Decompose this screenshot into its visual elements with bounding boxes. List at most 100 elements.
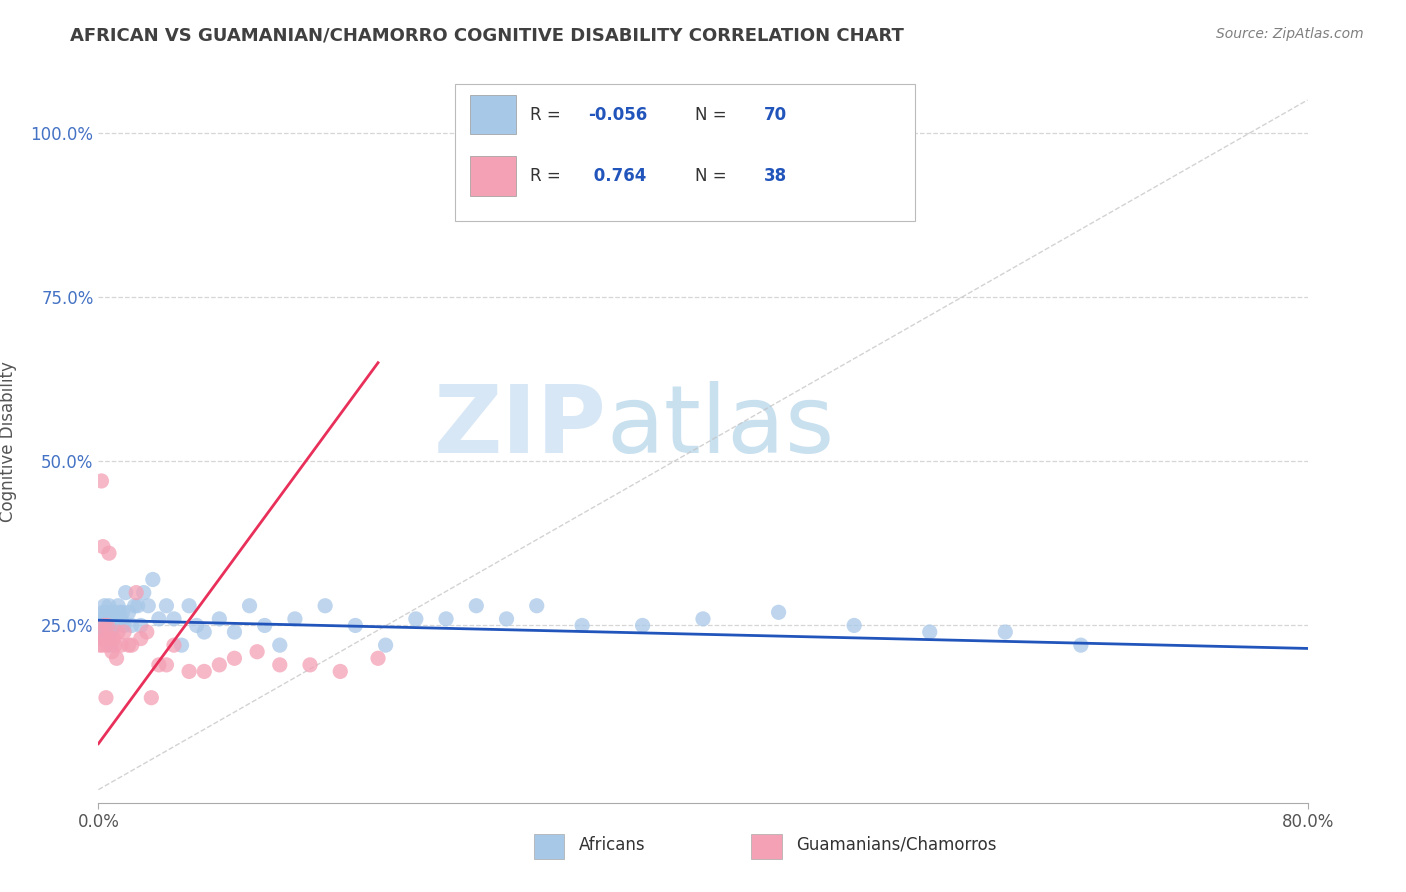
Point (111, 605, 134, 619)
Point (90, 612, 112, 626)
Text: 0.764: 0.764 (588, 167, 647, 185)
Point (495, 612, 517, 626)
Point (110, 638, 132, 652)
Point (186, 618, 208, 632)
Point (90, 625, 112, 640)
Point (91, 625, 114, 640)
Point (239, 599, 262, 613)
Text: Africans: Africans (578, 836, 645, 854)
Point (253, 618, 276, 632)
Point (112, 625, 135, 640)
Point (132, 585, 155, 599)
Point (692, 612, 714, 626)
Point (631, 618, 654, 632)
Point (314, 599, 336, 613)
Point (121, 638, 143, 652)
Point (101, 605, 124, 619)
Point (224, 625, 246, 640)
Point (105, 618, 128, 632)
Point (104, 638, 127, 652)
Point (98, 612, 121, 626)
Point (98, 546, 121, 560)
Point (434, 612, 457, 626)
Point (93, 618, 115, 632)
Point (100, 625, 122, 640)
Point (405, 612, 427, 626)
Point (100, 632, 122, 646)
Point (148, 657, 170, 672)
Point (208, 612, 231, 626)
Point (994, 625, 1017, 640)
Point (170, 638, 193, 652)
Point (844, 618, 866, 632)
Point (299, 657, 322, 672)
Point (101, 618, 124, 632)
Point (118, 605, 141, 619)
Point (129, 618, 152, 632)
Point (284, 612, 307, 626)
Point (193, 665, 215, 679)
Point (89, 625, 111, 640)
Text: -0.056: -0.056 (588, 105, 647, 124)
Point (93, 612, 115, 626)
FancyBboxPatch shape (456, 84, 915, 221)
Point (108, 605, 131, 619)
Point (121, 618, 143, 632)
FancyBboxPatch shape (470, 156, 516, 196)
Point (100, 612, 122, 626)
Point (1070, 638, 1092, 652)
Point (141, 690, 163, 705)
Y-axis label: Cognitive Disability: Cognitive Disability (0, 361, 17, 522)
Point (142, 573, 165, 587)
Point (269, 657, 291, 672)
Point (91, 605, 114, 619)
Point (129, 632, 152, 646)
Point (135, 625, 157, 640)
FancyBboxPatch shape (470, 95, 516, 135)
Point (91, 618, 114, 632)
Point (155, 599, 177, 613)
Point (93, 632, 115, 646)
Point (193, 625, 215, 640)
Point (163, 638, 186, 652)
Point (124, 599, 146, 613)
Point (768, 605, 790, 619)
Point (125, 585, 148, 599)
Point (163, 612, 186, 626)
Point (96, 618, 118, 632)
Point (93, 632, 115, 646)
Point (103, 618, 125, 632)
Point (105, 651, 128, 665)
Text: N =: N = (695, 167, 725, 185)
Text: Guamanians/Chamorros: Guamanians/Chamorros (796, 836, 997, 854)
Point (269, 638, 291, 652)
Point (246, 645, 269, 659)
Point (148, 612, 170, 626)
Point (344, 618, 367, 632)
Point (94, 690, 117, 705)
Point (571, 618, 593, 632)
Point (96, 632, 118, 646)
Point (89, 638, 111, 652)
Point (367, 651, 389, 665)
Point (96, 605, 118, 619)
Point (155, 657, 177, 672)
Point (94, 605, 117, 619)
Point (224, 651, 246, 665)
Point (465, 599, 488, 613)
Point (103, 605, 125, 619)
Text: Source: ZipAtlas.com: Source: ZipAtlas.com (1216, 27, 1364, 41)
Point (98, 599, 121, 613)
Point (118, 638, 141, 652)
Point (101, 645, 124, 659)
FancyBboxPatch shape (751, 833, 782, 859)
Point (91, 540, 114, 554)
Point (127, 599, 149, 613)
Point (91, 638, 114, 652)
Point (107, 599, 129, 613)
Point (179, 599, 201, 613)
Text: 70: 70 (763, 105, 786, 124)
Point (96, 618, 118, 632)
Text: R =: R = (530, 167, 567, 185)
Point (98, 625, 121, 640)
